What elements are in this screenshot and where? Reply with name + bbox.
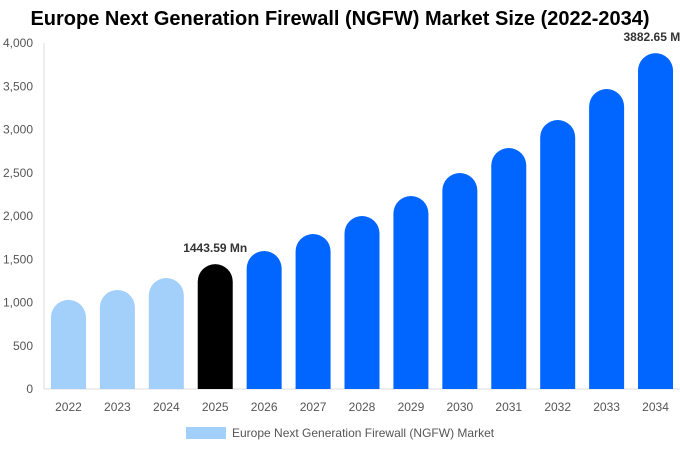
y-tick-label: 4,000 [3,36,33,50]
x-tick-label: 2034 [642,400,669,414]
chart-title: Europe Next Generation Firewall (NGFW) M… [30,8,650,30]
legend-label: Europe Next Generation Firewall (NGFW) M… [232,426,495,440]
bar-2028 [344,216,380,389]
bar-2025 [197,264,233,389]
y-tick-label: 3,000 [3,123,33,137]
y-tick-label: 1,500 [3,252,33,266]
bar-2032 [540,119,576,390]
bar-2023 [99,289,135,389]
y-tick-label: 1,000 [3,296,33,310]
x-tick-label: 2026 [251,400,278,414]
data-label: 1443.59 Mn [183,241,247,255]
x-tick-label: 2029 [398,400,425,414]
bar-2027 [295,233,331,389]
bar-2026 [246,251,282,389]
bar-2022 [50,299,86,389]
bar-2034 [638,53,674,389]
legend: Europe Next Generation Firewall (NGFW) M… [186,426,494,440]
y-tick-label: 2,000 [3,209,33,223]
x-tick-label: 2031 [495,400,522,414]
x-tick-label: 2027 [300,400,327,414]
data-label: 3882.65 Mn [624,30,680,44]
y-tick-label: 0 [26,382,33,396]
x-tick-label: 2023 [104,400,131,414]
bar-2030 [442,173,478,389]
x-tick-label: 2032 [544,400,571,414]
bar-2029 [393,196,429,389]
y-tick-label: 3,500 [3,79,33,93]
bar-2031 [491,148,527,389]
legend-swatch [186,427,226,439]
x-tick-label: 2033 [593,400,620,414]
bar-2033 [589,89,625,389]
x-tick-label: 2022 [55,400,82,414]
x-tick-label: 2025 [202,400,229,414]
x-tick-label: 2030 [446,400,473,414]
x-tick-label: 2028 [349,400,376,414]
y-tick-label: 2,500 [3,166,33,180]
y-tick-label: 500 [13,339,33,353]
x-tick-label: 2024 [153,400,180,414]
bar-2024 [148,278,184,389]
